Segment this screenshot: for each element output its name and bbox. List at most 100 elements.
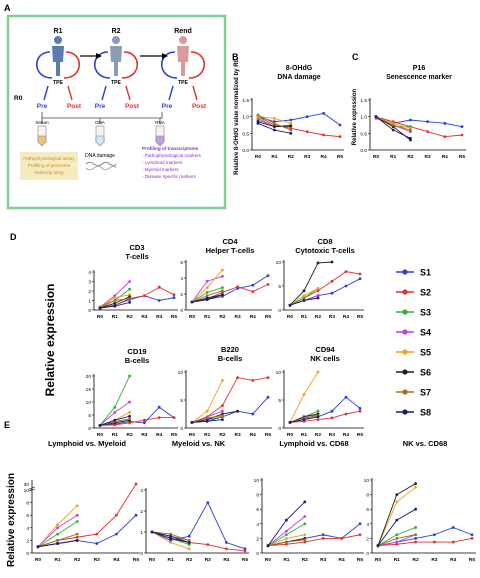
chart-title: Lymphoid vs. CD68 [279,439,348,448]
data-point [316,289,320,293]
chart-subtitle: T-cells [125,252,148,261]
data-point [330,279,334,283]
data-point [157,416,161,419]
data-point [56,526,59,530]
data-point [303,515,307,518]
data-point [236,409,240,413]
data-point [113,296,117,300]
x-tick-label: R3 [205,557,211,563]
data-point [134,482,138,486]
data-point [128,280,132,283]
x-tick-label: R1 [283,557,289,563]
data-point [322,133,325,137]
legend-label: S6 [420,368,431,378]
data-point [251,412,255,416]
legend: S1 S2 S3 S4 S5 S6 S7 S8 [396,268,431,418]
data-point [187,539,191,542]
data-point [56,532,59,536]
data-point [358,272,362,276]
panel-label-c: C [352,52,359,62]
data-point [75,532,79,536]
x-tick-label: R4 [113,557,119,563]
legend-item: S4 [396,328,431,338]
data-point [273,121,276,125]
chart-e3: Lymphoid vs. CD68 0 2 4 6 8 10 R0 R1 R2 R3 R4 R5 [254,439,364,563]
series-line-s6 [377,483,416,546]
chart-title: Lymphoid vs. Myeloid [48,439,126,448]
data-point [251,283,255,287]
data-point [322,111,325,115]
data-point [395,500,399,504]
data-point [289,124,293,128]
data-point [409,128,412,132]
series-line-s1 [257,112,341,126]
y-tick-label: 1.0 [242,115,249,121]
x-tick-label: R2 [315,314,321,320]
y-tick-label: 8 [366,493,369,499]
data-point [221,289,224,293]
data-point [395,518,399,522]
panel-label-d: D [10,232,17,242]
data-point [285,529,288,533]
x-tick-label: R5 [171,314,177,320]
data-point [169,539,173,542]
dna-icon [85,161,117,171]
data-point [128,374,132,378]
data-point [113,418,117,422]
rna-profiling-text: - Disease specific markers [142,174,197,179]
data-point [56,542,59,545]
data-point [285,542,288,546]
x-tick-label: R2 [413,557,419,563]
x-tick-label: R3 [329,432,335,438]
data-point [303,538,307,542]
legend-marker [402,349,408,355]
r0-label: R0 [14,95,23,102]
data-point [187,547,191,551]
data-point [56,539,59,542]
data-point [128,287,132,291]
post-label: Post [67,103,82,110]
y-tick-label: 0.5 [242,131,249,137]
legend-label: S3 [420,308,431,318]
data-point [187,541,191,544]
x-tick-label: R0 [97,432,103,438]
series-line-s3 [99,375,131,426]
series-line-s2 [191,377,269,423]
data-point [113,411,117,414]
data-point [113,301,117,305]
x-tick-label: R0 [35,557,41,563]
x-tick-label: R5 [171,432,177,438]
data-point [266,274,270,277]
y-tick-label: 4 [26,526,29,532]
x-tick-label: R2 [219,432,225,438]
data-point [128,414,132,418]
x-tick-label: R0 [97,314,103,320]
data-point [143,421,146,425]
x-tick-label: R3 [425,154,431,160]
data-point [414,533,417,537]
data-point [266,544,270,548]
y-tick-label: 0.0 [242,148,249,154]
data-point [374,115,378,119]
series-line-s6 [289,261,333,306]
data-point [330,416,334,420]
x-tick-label: R2 [127,314,133,320]
panel-label-a: A [4,3,11,13]
y-tick-label: 20 [86,374,92,380]
x-tick-label: R1 [55,557,61,563]
legend-item: S2 [396,288,431,298]
data-point [391,123,395,127]
x-tick-label: R5 [337,154,343,160]
legend-item: S8 [396,408,431,418]
y-tick-label: 1 [140,530,143,536]
x-tick-label: R4 [156,432,162,438]
data-point [205,279,209,283]
rna-profiling-text: - Lymphoid markers [142,160,183,165]
data-point [206,543,210,546]
y-tick-label: 6 [26,513,29,519]
data-point [303,533,307,537]
data-point [221,409,224,413]
sample-tube-icon [155,125,165,147]
y-tick-label: 1.5 [360,98,367,104]
